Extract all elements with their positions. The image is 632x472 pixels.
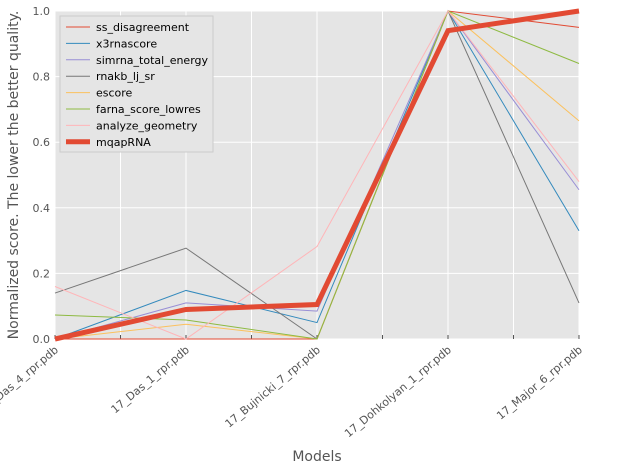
legend-label: escore — [96, 87, 133, 100]
legend-label: rnakb_lj_sr — [96, 70, 155, 83]
legend-label: farna_score_lowres — [96, 103, 201, 116]
y-axis-ticks: 0.0 0.2 0.4 0.6 0.8 1.0 — [33, 5, 51, 346]
x-tick-label: 17_Bujnicki_7_rpr.pdb — [223, 343, 323, 430]
y-tick-label: 0.4 — [33, 202, 51, 215]
y-tick-label: 0.2 — [33, 267, 51, 280]
legend-label: simrna_total_energy — [96, 54, 209, 67]
y-axis-label: Normalized score. The lower the better q… — [6, 11, 22, 340]
series-line — [54, 9, 580, 340]
x-tick-label: 17_Das_4_rpr.pdb — [0, 343, 61, 416]
y-tick-label: 1.0 — [33, 5, 51, 18]
legend-label: analyze_geometry — [96, 119, 198, 132]
series-line — [54, 10, 580, 340]
x-tick-label: 17_Das_1_rpr.pdb — [109, 343, 192, 416]
y-tick-label: 0.6 — [33, 136, 51, 149]
x-tick-label: 17_Dohkolyan_1_rpr.pdb — [342, 343, 454, 440]
legend-label: mqapRNA — [96, 136, 151, 149]
y-tick-label: 0.8 — [33, 71, 51, 84]
legend-box — [59, 15, 214, 153]
x-axis-label: Models — [292, 449, 341, 465]
y-tick-label: 0.0 — [33, 333, 51, 346]
x-tick-label: 17_Major_6_rpr.pdb — [494, 343, 585, 422]
legend: ss_disagreement x3rnascore simrna_total_en… — [59, 15, 214, 153]
x-axis-ticks: 17_Das_4_rpr.pdb 17_Das_1_rpr.pdb 17_Bujni… — [0, 343, 585, 440]
series-layer — [54, 8, 580, 342]
legend-label: x3rnascore — [96, 37, 157, 50]
legend-label: ss_disagreement — [96, 21, 190, 34]
series-line — [54, 8, 580, 342]
